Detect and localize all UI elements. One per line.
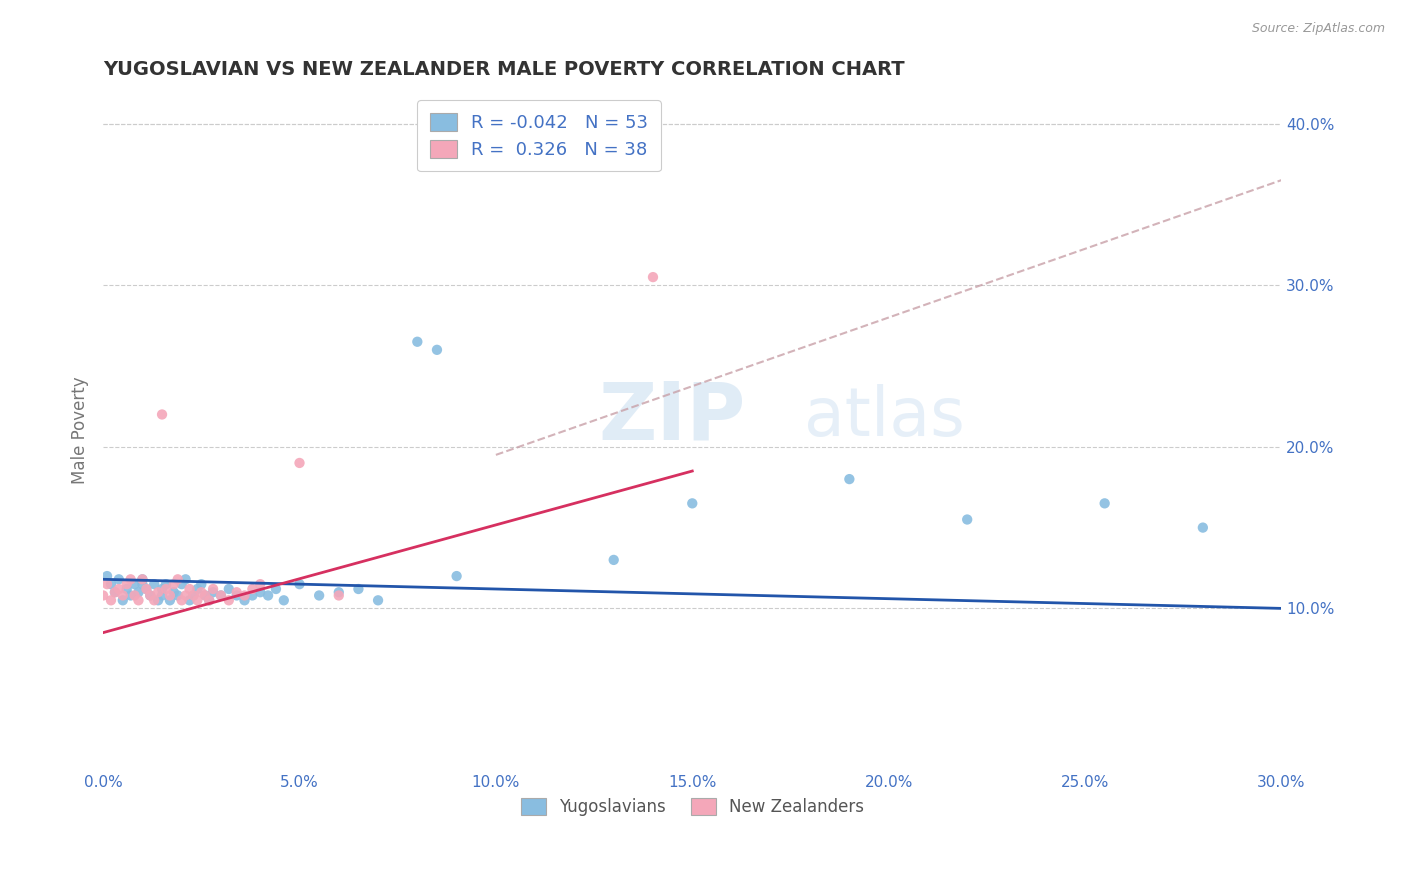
Point xyxy=(218,593,240,607)
Point xyxy=(146,593,169,607)
Point xyxy=(446,569,468,583)
Point xyxy=(198,593,221,607)
Point xyxy=(120,572,142,586)
Point xyxy=(170,593,193,607)
Point xyxy=(124,577,146,591)
Point xyxy=(131,577,153,591)
Point xyxy=(108,582,131,596)
Point xyxy=(186,593,208,607)
Point xyxy=(120,589,142,603)
Point xyxy=(100,593,122,607)
Point xyxy=(264,582,287,596)
Point xyxy=(681,496,703,510)
Point xyxy=(202,582,225,596)
Point xyxy=(179,582,201,596)
Point xyxy=(225,585,247,599)
Point xyxy=(179,593,201,607)
Point xyxy=(194,589,217,603)
Point xyxy=(308,589,330,603)
Point xyxy=(641,270,664,285)
Point xyxy=(367,593,389,607)
Point xyxy=(249,585,271,599)
Point xyxy=(1094,496,1116,510)
Point xyxy=(91,589,114,603)
Point xyxy=(166,589,188,603)
Point xyxy=(328,589,350,603)
Point xyxy=(186,582,208,596)
Point xyxy=(202,585,225,599)
Text: atlas: atlas xyxy=(804,384,965,450)
Point xyxy=(602,553,624,567)
Point xyxy=(956,512,979,526)
Point xyxy=(194,589,217,603)
Text: ZIP: ZIP xyxy=(598,378,745,456)
Point xyxy=(406,334,429,349)
Point xyxy=(198,593,221,607)
Point xyxy=(108,572,131,586)
Point xyxy=(159,593,181,607)
Point xyxy=(838,472,860,486)
Point xyxy=(115,577,138,591)
Point xyxy=(131,572,153,586)
Point xyxy=(240,589,263,603)
Point xyxy=(143,577,166,591)
Text: YUGOSLAVIAN VS NEW ZEALANDER MALE POVERTY CORRELATION CHART: YUGOSLAVIAN VS NEW ZEALANDER MALE POVERT… xyxy=(103,60,904,78)
Point xyxy=(183,589,205,603)
Point xyxy=(249,577,271,591)
Point xyxy=(96,577,118,591)
Point xyxy=(111,589,134,603)
Point xyxy=(1192,520,1215,534)
Point xyxy=(150,589,173,603)
Point xyxy=(233,593,256,607)
Point xyxy=(257,589,280,603)
Point xyxy=(209,589,232,603)
Point xyxy=(347,582,370,596)
Point xyxy=(115,582,138,596)
Point xyxy=(225,589,247,603)
Point xyxy=(143,593,166,607)
Point xyxy=(155,577,177,591)
Point xyxy=(104,585,127,599)
Point xyxy=(288,456,311,470)
Point xyxy=(288,577,311,591)
Point xyxy=(218,582,240,596)
Point xyxy=(139,589,162,603)
Point xyxy=(170,577,193,591)
Point xyxy=(174,572,197,586)
Point xyxy=(166,572,188,586)
Point xyxy=(233,589,256,603)
Point xyxy=(127,593,149,607)
Point xyxy=(150,408,173,422)
Point xyxy=(146,585,169,599)
Point xyxy=(104,585,127,599)
Point xyxy=(174,589,197,603)
Point xyxy=(155,582,177,596)
Point xyxy=(135,582,157,596)
Y-axis label: Male Poverty: Male Poverty xyxy=(72,376,89,484)
Point xyxy=(96,569,118,583)
Point xyxy=(111,593,134,607)
Text: Source: ZipAtlas.com: Source: ZipAtlas.com xyxy=(1251,22,1385,36)
Point xyxy=(131,572,153,586)
Point xyxy=(163,577,186,591)
Point xyxy=(209,589,232,603)
Point xyxy=(328,585,350,599)
Point xyxy=(426,343,449,357)
Point xyxy=(124,589,146,603)
Point xyxy=(190,577,212,591)
Legend: Yugoslavians, New Zealanders: Yugoslavians, New Zealanders xyxy=(513,791,870,822)
Point xyxy=(100,577,122,591)
Point xyxy=(127,585,149,599)
Point xyxy=(139,589,162,603)
Point xyxy=(190,585,212,599)
Point xyxy=(150,582,173,596)
Point xyxy=(135,582,157,596)
Point xyxy=(273,593,295,607)
Point xyxy=(240,582,263,596)
Point xyxy=(163,585,186,599)
Point xyxy=(183,589,205,603)
Point xyxy=(159,589,181,603)
